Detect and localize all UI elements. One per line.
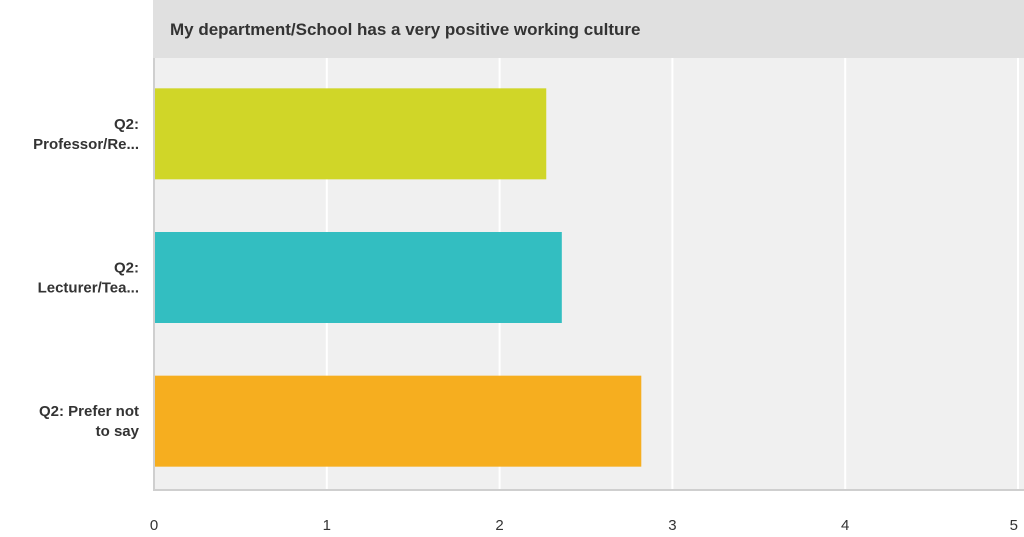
bar <box>154 375 642 467</box>
bar <box>154 88 547 180</box>
x-tick-label: 1 <box>323 517 331 534</box>
bars <box>154 88 642 467</box>
chart-title: My department/School has a very positive… <box>170 20 640 39</box>
bar <box>154 232 562 323</box>
x-tick-label: 4 <box>841 517 849 534</box>
category-label: Q2: Professor/Re... <box>33 116 139 153</box>
category-label: Q2: Prefer not to say <box>39 403 140 440</box>
title-band <box>153 0 1024 58</box>
x-tick-label: 2 <box>495 517 503 534</box>
x-tick-label: 0 <box>150 517 158 534</box>
x-tick-label: 3 <box>668 517 676 534</box>
category-labels: Q2: Professor/Re... Q2: Lecturer/Tea... Q2: … <box>33 116 140 440</box>
x-tick-labels: 0 1 2 3 4 5 <box>150 517 1018 534</box>
x-tick-label: 5 <box>1010 517 1018 534</box>
category-label: Q2: Lecturer/Tea... <box>38 260 139 297</box>
